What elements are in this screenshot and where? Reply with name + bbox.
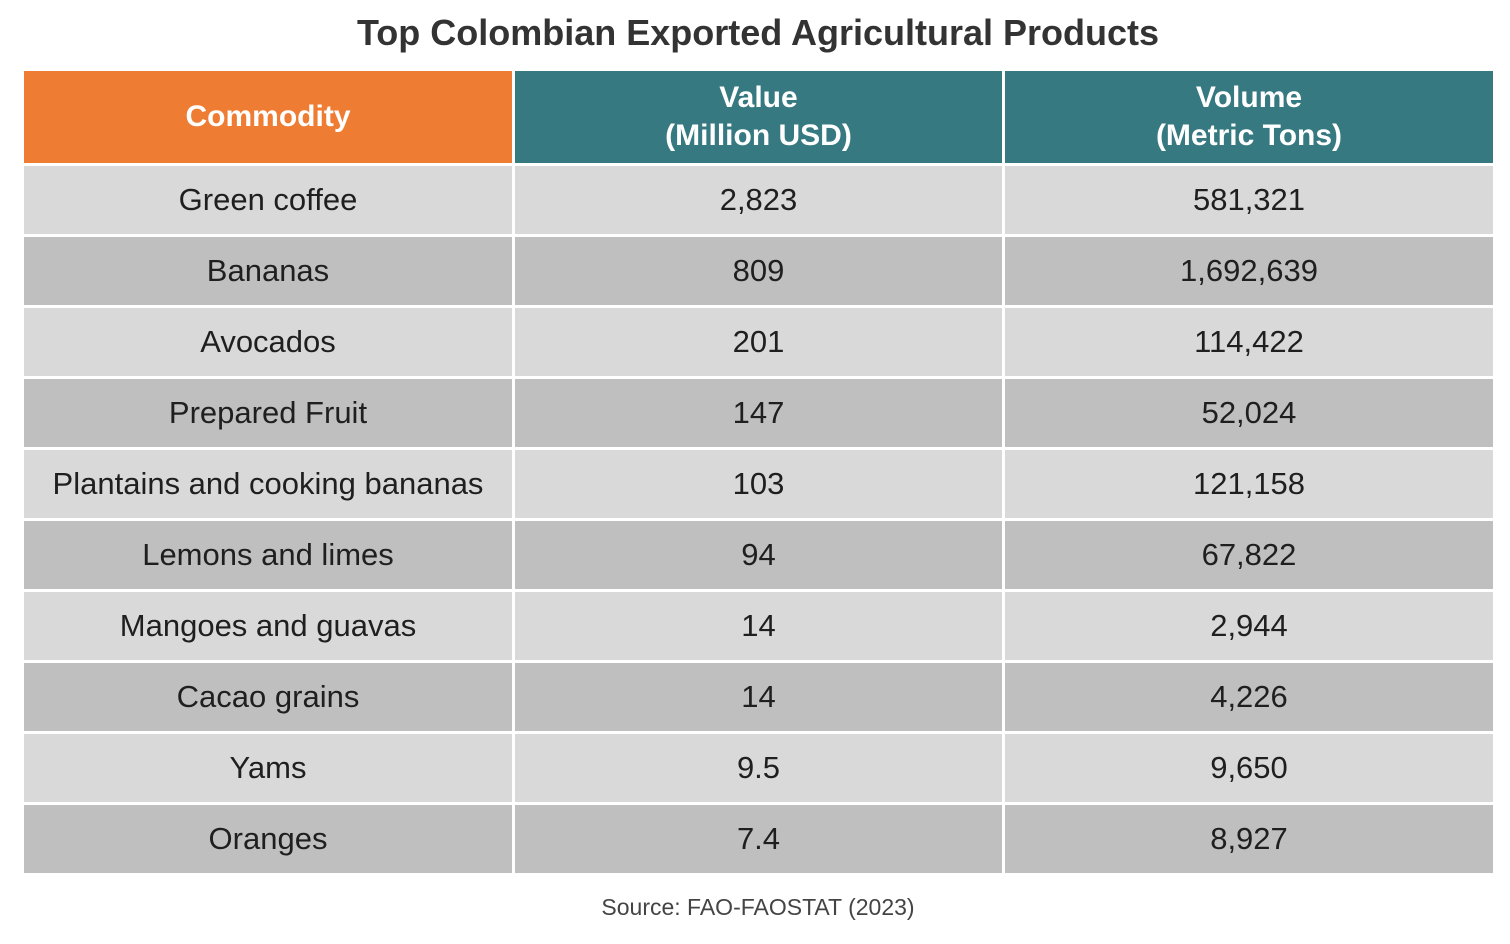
volume-cell: 9,650 (1005, 734, 1493, 802)
commodity-cell: Plantains and cooking bananas (24, 450, 512, 518)
volume-cell: 52,024 (1005, 379, 1493, 447)
commodity-cell: Cacao grains (24, 663, 512, 731)
header-value: Value (Million USD) (515, 71, 1002, 163)
value-cell: 14 (515, 592, 1002, 660)
header-volume: Volume (Metric Tons) (1005, 71, 1493, 163)
commodity-cell: Bananas (24, 237, 512, 305)
table-row: Bananas 809 1,692,639 (24, 237, 1493, 305)
volume-cell: 581,321 (1005, 166, 1493, 234)
volume-cell: 121,158 (1005, 450, 1493, 518)
volume-cell: 2,944 (1005, 592, 1493, 660)
table-row: Mangoes and guavas 14 2,944 (24, 592, 1493, 660)
value-cell: 147 (515, 379, 1002, 447)
table-row: Prepared Fruit 147 52,024 (24, 379, 1493, 447)
table-row: Green coffee 2,823 581,321 (24, 166, 1493, 234)
value-cell: 2,823 (515, 166, 1002, 234)
table-row: Lemons and limes 94 67,822 (24, 521, 1493, 589)
source-note: Source: FAO-FAOSTAT (2023) (601, 894, 915, 920)
value-cell: 94 (515, 521, 1002, 589)
table-row: Cacao grains 14 4,226 (24, 663, 1493, 731)
table-row: Oranges 7.4 8,927 (24, 805, 1493, 873)
commodity-cell: Avocados (24, 308, 512, 376)
commodity-cell: Prepared Fruit (24, 379, 512, 447)
header-commodity: Commodity (24, 71, 512, 163)
volume-cell: 4,226 (1005, 663, 1493, 731)
value-cell: 103 (515, 450, 1002, 518)
value-cell: 201 (515, 308, 1002, 376)
header-commodity-label: Commodity (185, 100, 351, 133)
volume-cell: 1,692,639 (1005, 237, 1493, 305)
value-cell: 9.5 (515, 734, 1002, 802)
table-header-row: Commodity Value (Million USD) Volume (Me… (24, 71, 1493, 163)
commodity-cell: Oranges (24, 805, 512, 873)
table-title: Top Colombian Exported Agricultural Prod… (356, 12, 1160, 53)
table-row: Yams 9.5 9,650 (24, 734, 1493, 802)
volume-cell: 8,927 (1005, 805, 1493, 873)
value-cell: 7.4 (515, 805, 1002, 873)
volume-cell: 67,822 (1005, 521, 1493, 589)
header-value-line1: Value (719, 81, 798, 114)
value-cell: 14 (515, 663, 1002, 731)
table-row: Avocados 201 114,422 (24, 308, 1493, 376)
header-volume-line2: (Metric Tons) (1155, 119, 1343, 152)
value-cell: 809 (515, 237, 1002, 305)
header-value-line2: (Million USD) (665, 119, 852, 152)
commodity-cell: Yams (24, 734, 512, 802)
volume-cell: 114,422 (1005, 308, 1493, 376)
commodity-cell: Lemons and limes (24, 521, 512, 589)
exports-table: Commodity Value (Million USD) Volume (Me… (24, 71, 1493, 876)
commodity-cell: Green coffee (24, 166, 512, 234)
table-row: Plantains and cooking bananas 103 121,15… (24, 450, 1493, 518)
commodity-cell: Mangoes and guavas (24, 592, 512, 660)
header-volume-line1: Volume (1195, 81, 1303, 114)
